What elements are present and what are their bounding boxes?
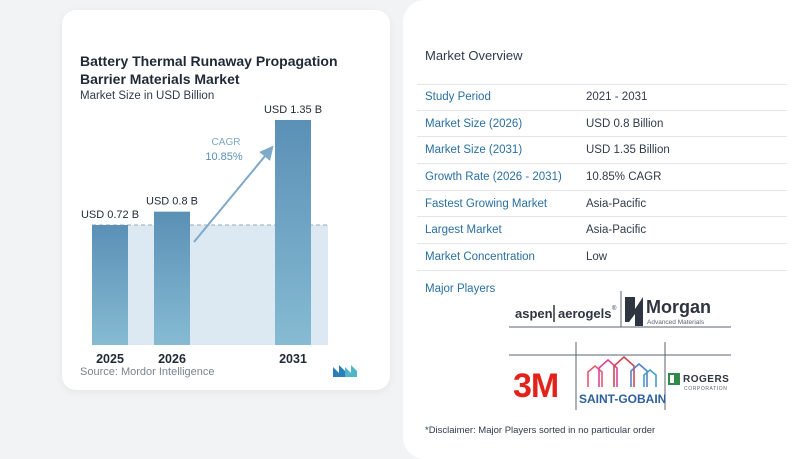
aspen-aerogels-logo: aspen aerogels ®: [515, 305, 617, 322]
rogers-name: ROGERS: [683, 374, 729, 385]
overview-value: Asia-Pacific: [586, 224, 647, 237]
mordor-logo-icon: [333, 365, 357, 377]
major-players-title: Major Players: [425, 283, 496, 295]
morgan-tagline: Advanced Materials: [647, 319, 705, 326]
overview-row: Market Size (2031) USD 1.35 Billion: [417, 137, 787, 165]
overview-value: Low: [586, 250, 608, 263]
overview-row: Market Size (2026) USD 0.8 Billion: [417, 111, 787, 138]
bar-2026: [154, 211, 190, 345]
overview-label: Growth Rate (2026 - 2031): [425, 170, 562, 183]
overview-value: 10.85% CAGR: [586, 170, 662, 183]
chart-title: Battery Thermal Runaway Propagation Barr…: [80, 53, 338, 87]
3m-logo: 3M: [513, 367, 559, 405]
overview-label: Fastest Growing Market: [425, 197, 548, 210]
chart-subtitle: Market Size in USD Billion: [80, 90, 215, 102]
overview-label: Market Concentration: [425, 250, 535, 263]
overview-row: Growth Rate (2026 - 2031) 10.85% CAGR: [417, 164, 787, 191]
overview-label: Market Size (2031): [425, 144, 523, 157]
overview-row: Fastest Growing Market Asia-Pacific: [417, 191, 787, 218]
aspen-word1: aspen: [515, 306, 553, 321]
morgan-name: Morgan: [646, 297, 711, 317]
overview-value: 2021 - 2031: [586, 91, 648, 104]
bar-chart: USD 0.72 B USD 0.8 B USD 1.35 B 2025 2026 20…: [81, 104, 328, 366]
overview-row: Market Concentration Low: [417, 244, 787, 271]
overview-table: Study Period 2021 - 2031 Market Size (2026…: [417, 84, 787, 271]
saint-gobain-logo: SAINT-GOBAIN: [579, 355, 666, 406]
saint-gobain-name: SAINT-GOBAIN: [579, 392, 666, 406]
x-tick-label: 2026: [158, 352, 186, 366]
aspen-mark: ®: [612, 305, 617, 312]
players-logos: aspen aerogels ® Morgan Advanced Materia…: [509, 291, 731, 410]
cagr-value: 10.85%: [205, 151, 243, 163]
x-tick-label: 2031: [279, 352, 307, 366]
overview-label: Market Size (2026): [425, 117, 523, 130]
bar-2031: [275, 120, 311, 345]
chart-card: Battery Thermal Runaway Propagation Barr…: [62, 10, 390, 390]
source-note: Source: Mordor Intelligence: [80, 366, 215, 378]
overview-row: Study Period 2021 - 2031: [417, 84, 787, 111]
data-label: USD 0.72 B: [81, 209, 139, 221]
overview-value: USD 0.8 Billion: [586, 117, 664, 130]
x-tick-label: 2025: [96, 352, 124, 366]
morgan-logo: Morgan Advanced Materials: [625, 297, 711, 326]
3m-name: 3M: [513, 367, 558, 405]
market-overview-title: Market Overview: [425, 48, 523, 63]
rogers-tagline: CORPORATION: [684, 386, 727, 392]
overview-row: Largest Market Asia-Pacific: [417, 217, 787, 245]
overview-label: Largest Market: [425, 224, 502, 237]
data-label: USD 0.8 B: [146, 196, 198, 208]
disclaimer-note: *Disclaimer: Major Players sorted in no …: [425, 425, 656, 436]
overview-label: Study Period: [425, 91, 491, 104]
overview-value: Asia-Pacific: [586, 197, 647, 210]
overview-value: USD 1.35 Billion: [586, 144, 670, 157]
rogers-logo: ROGERS CORPORATION: [668, 373, 729, 392]
morgan-mark-icon: [625, 297, 643, 326]
bar-2025: [92, 225, 128, 345]
data-label: USD 1.35 B: [264, 104, 322, 116]
overview-card: Market Overview Study Period 2021 - 2031 M…: [403, 0, 800, 459]
cagr-label: CAGR: [212, 137, 241, 148]
cagr-arrow: [193, 145, 274, 243]
aspen-word2: aerogels: [558, 306, 611, 321]
